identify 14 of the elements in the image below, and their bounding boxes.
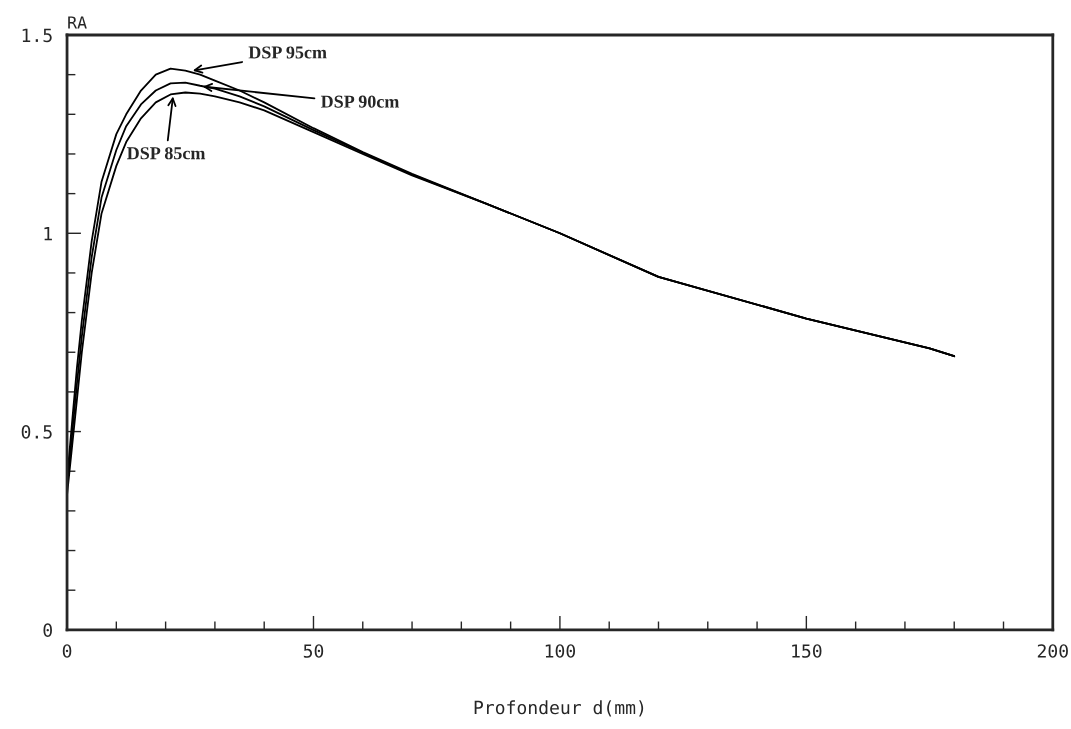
annotation: DSP 85cm [127, 147, 206, 160]
x-tick-label: 100 [545, 644, 576, 658]
y-tick-label: 1.5 [22, 28, 52, 43]
x-tick-label: 0 [62, 644, 72, 658]
y-tick-label: 0.5 [21, 425, 52, 439]
x-tick-label: 200 [1037, 644, 1068, 658]
annotation: DSP 95cm [248, 46, 327, 59]
y-axis-title: RA [68, 16, 87, 29]
x-tick-label: 50 [303, 644, 324, 658]
y-tick-label: 1 [44, 227, 52, 241]
annotation: DSP 90cm [320, 95, 400, 108]
x-axis-title: Profondeur d(mm) [474, 700, 644, 717]
x-tick-label: 150 [792, 644, 822, 658]
y-tick-label: 0 [43, 623, 52, 638]
